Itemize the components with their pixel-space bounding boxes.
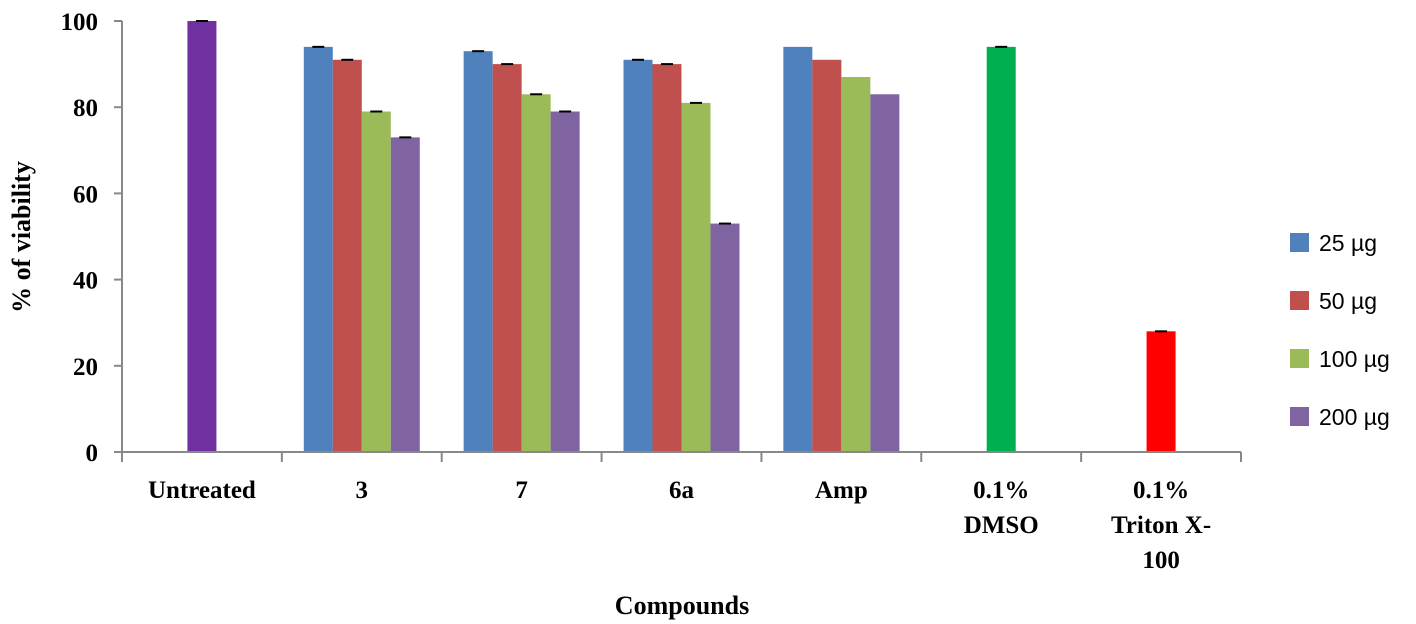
x-category-labels: Untreated 3 7 6a Amp 0.1% DMSO 0.1% Triton X-100 bbox=[148, 477, 1211, 574]
bar bbox=[361, 111, 391, 452]
bar bbox=[710, 223, 740, 452]
bar bbox=[390, 137, 420, 452]
bar bbox=[812, 59, 842, 452]
bar bbox=[681, 102, 711, 452]
error-bars-group bbox=[195, 20, 1168, 333]
legend-swatch bbox=[1290, 407, 1309, 426]
bar bbox=[986, 46, 1016, 453]
y-tick-labels: 0 20 40 60 80 100 bbox=[61, 9, 99, 467]
x-axis-title: Compounds bbox=[615, 591, 749, 620]
y-tick-label: 20 bbox=[73, 354, 98, 381]
legend-swatch bbox=[1290, 233, 1309, 252]
bar bbox=[521, 94, 551, 453]
legend-swatch bbox=[1290, 349, 1309, 368]
axes-group bbox=[114, 20, 1242, 462]
x-tick-label: Untreated bbox=[148, 477, 256, 504]
bar bbox=[1146, 331, 1176, 452]
x-tick-label: 7 bbox=[515, 477, 528, 504]
y-tick-label: 0 bbox=[86, 440, 99, 467]
y-tick-label: 80 bbox=[73, 95, 98, 122]
bar bbox=[652, 64, 682, 452]
bar bbox=[463, 51, 493, 453]
bar bbox=[623, 59, 653, 452]
bar bbox=[332, 59, 362, 452]
x-tick-label: 3 bbox=[356, 477, 369, 504]
legend-label: 25 µg bbox=[1319, 230, 1377, 256]
legend-label: 100 µg bbox=[1319, 346, 1390, 372]
bar bbox=[841, 77, 871, 452]
y-tick-label: 60 bbox=[73, 181, 98, 208]
bars-group bbox=[187, 21, 1176, 453]
x-tick-label: 0.1% Triton X-100 bbox=[1111, 477, 1211, 574]
bar bbox=[303, 46, 333, 453]
x-tick-label: 6a bbox=[669, 477, 695, 504]
bar bbox=[783, 46, 813, 453]
x-tick-label: Amp bbox=[815, 477, 868, 504]
y-tick-label: 100 bbox=[61, 9, 99, 36]
legend: 25 µg 50 µg 100 µg 200 µg bbox=[1290, 230, 1390, 430]
bar bbox=[187, 21, 217, 452]
bar bbox=[550, 111, 580, 452]
y-tick-label: 40 bbox=[73, 268, 98, 295]
legend-label: 200 µg bbox=[1319, 404, 1390, 430]
bar bbox=[492, 64, 522, 452]
y-axis-title: % of viability bbox=[7, 161, 36, 313]
legend-label: 50 µg bbox=[1319, 288, 1377, 314]
x-tick-label: 0.1% DMSO bbox=[964, 477, 1039, 539]
bar bbox=[870, 94, 900, 453]
legend-swatch bbox=[1290, 291, 1309, 310]
